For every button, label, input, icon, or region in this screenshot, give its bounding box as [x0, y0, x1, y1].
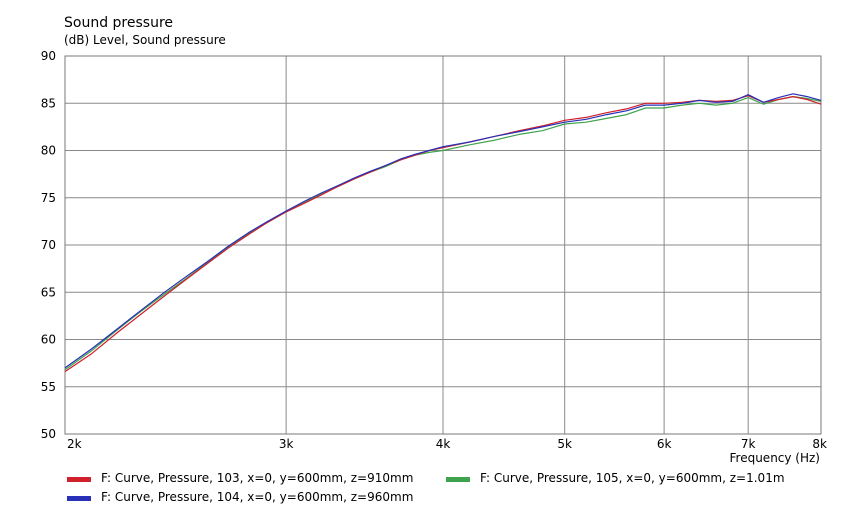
series-line-3 [64, 95, 822, 371]
x-tick-label: 8k [812, 437, 827, 451]
x-tick-label: 5k [557, 437, 572, 451]
legend-swatch-1 [67, 477, 91, 482]
legend: F: Curve, Pressure, 103, x=0, y=600mm, z… [67, 471, 785, 504]
y-tick-label: 85 [41, 96, 56, 110]
legend-swatch-2 [67, 496, 91, 501]
y-tick-label: 60 [41, 333, 56, 347]
series-line-2 [64, 93, 822, 369]
x-axis-label: Frequency (Hz) [730, 451, 821, 465]
legend-label-1: F: Curve, Pressure, 103, x=0, y=600mm, z… [101, 471, 413, 485]
x-tick-label: 4k [436, 437, 451, 451]
grid [64, 55, 822, 435]
x-axis-ticks: 2k 3k 4k 5k 6k 7k 8k [67, 437, 827, 451]
y-axis-ticks: 50 55 60 65 70 75 80 85 90 [41, 49, 56, 441]
y-tick-label: 55 [41, 380, 56, 394]
y-tick-label: 70 [41, 238, 56, 252]
y-tick-label: 65 [41, 285, 56, 299]
series-line-1 [64, 95, 822, 373]
x-tick-label: 2k [67, 437, 82, 451]
legend-swatch-3 [446, 477, 470, 482]
plot-area-frame [64, 55, 822, 435]
y-axis-label: (dB) Level, Sound pressure [64, 33, 226, 47]
x-tick-label: 6k [657, 437, 672, 451]
x-tick-label: 3k [279, 437, 294, 451]
x-tick-label: 7k [741, 437, 756, 451]
chart-title: Sound pressure [64, 15, 173, 31]
y-tick-label: 90 [41, 49, 56, 63]
series-lines [64, 93, 822, 373]
y-tick-label: 80 [41, 144, 56, 158]
legend-label-3: F: Curve, Pressure, 105, x=0, y=600mm, z… [480, 471, 785, 485]
y-tick-label: 75 [41, 191, 56, 205]
legend-label-2: F: Curve, Pressure, 104, x=0, y=600mm, z… [101, 490, 413, 504]
y-tick-label: 50 [41, 427, 56, 441]
